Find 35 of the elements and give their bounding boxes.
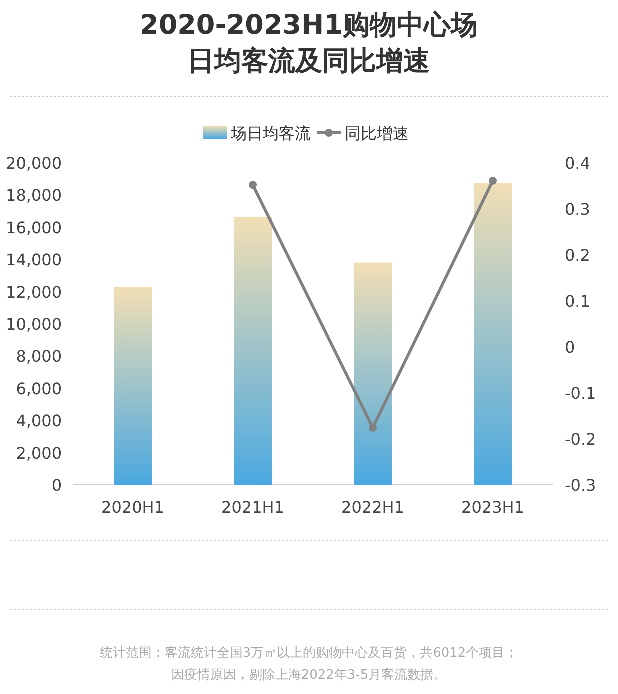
y2-tick-label: -0.3 <box>565 476 596 495</box>
y-tick-label: 16,000 <box>6 218 62 238</box>
y-tick-label: 10,000 <box>6 315 62 334</box>
chart-title: 2020-2023H1购物中心场日均客流及同比增速 <box>140 10 478 77</box>
y2-tick-label: -0.1 <box>565 384 596 403</box>
y2-tick-label: 0.4 <box>565 154 590 173</box>
point <box>489 176 497 185</box>
x-tick-label: 2022H1 <box>342 498 404 517</box>
x-tick-label: 2023H1 <box>462 498 524 517</box>
y2-tick-label: 0.1 <box>565 292 590 311</box>
x-tick-label: 2020H1 <box>102 498 164 517</box>
y-tick-label: 20,000 <box>6 154 62 173</box>
y-tick-label: 14,000 <box>6 250 62 270</box>
y2-tick-label: -0.2 <box>565 430 596 449</box>
bar <box>354 262 392 485</box>
text: 因疫情原因，剔除上海2022年3-5月客流数据。 <box>171 667 447 683</box>
y2-tick-label: 0.3 <box>565 200 590 219</box>
y-tick-label: 2,000 <box>16 444 62 463</box>
point <box>249 181 257 190</box>
y-tick-label: 12,000 <box>6 282 62 302</box>
point <box>369 424 377 432</box>
y-tick-label: 8,000 <box>16 347 62 366</box>
bar <box>474 183 512 485</box>
x-tick-label: 2021H1 <box>222 498 284 517</box>
legend-label: 场日均客流 <box>230 124 311 143</box>
y2-tick-label: 0.2 <box>565 246 590 265</box>
y-tick-label: 0 <box>52 476 62 495</box>
y-tick-label: 4,000 <box>16 412 62 431</box>
y-tick-label: 18,000 <box>6 186 62 206</box>
legend-label: 同比增速 <box>345 124 409 143</box>
y-tick-label: 6,000 <box>16 379 62 398</box>
text: 统计范围：客流统计全国3万㎡以上的购物中心及百货，共6012个项目； <box>100 645 518 661</box>
bar <box>234 216 272 485</box>
y2-tick-label: 0 <box>565 338 576 357</box>
bar <box>114 286 152 485</box>
